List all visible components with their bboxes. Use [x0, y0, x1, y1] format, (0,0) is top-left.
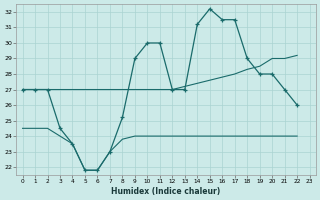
X-axis label: Humidex (Indice chaleur): Humidex (Indice chaleur) [111, 187, 221, 196]
